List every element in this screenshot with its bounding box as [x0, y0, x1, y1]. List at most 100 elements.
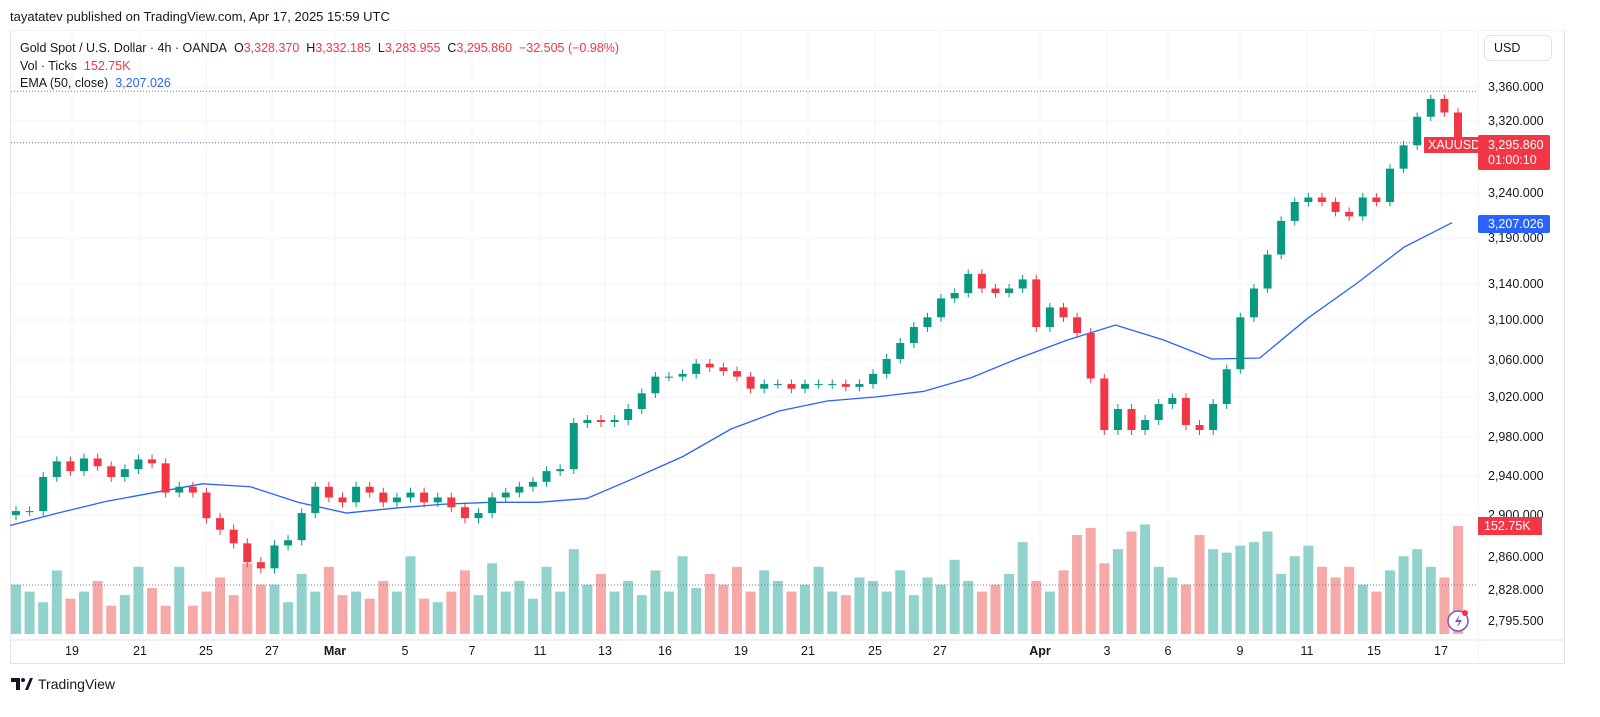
candle-body: [869, 373, 878, 385]
candle-body: [379, 492, 388, 503]
volume-bar: [378, 580, 389, 634]
volume-bar: [323, 566, 334, 634]
candle-body: [692, 363, 701, 374]
candle-body: [52, 461, 61, 477]
time-axis-label: 19: [65, 644, 79, 658]
candle-body: [1236, 317, 1245, 370]
volume-bar: [1180, 584, 1191, 634]
candle-body: [760, 384, 769, 389]
time-axis-label: 7: [469, 644, 476, 658]
candle-body: [93, 458, 102, 467]
candle-body: [25, 511, 34, 513]
tradingview-logo[interactable]: TradingView: [11, 676, 115, 692]
candle-body: [488, 497, 497, 514]
price-axis-label: 3,140.000: [1488, 277, 1544, 291]
tradingview-logo-icon: [11, 678, 33, 690]
close-value: 3,295.860: [456, 41, 513, 55]
volume-bar: [704, 573, 715, 634]
candle-body: [311, 486, 320, 514]
volume-bar: [1412, 549, 1423, 634]
volume-bar: [242, 563, 253, 634]
volume-bar: [269, 584, 280, 634]
candle-body: [1073, 317, 1082, 333]
volume-bar: [160, 605, 171, 634]
candle-body: [964, 273, 973, 293]
candle-body: [297, 513, 306, 541]
volume-bar: [772, 580, 783, 634]
time-axis-label: 11: [1301, 644, 1314, 658]
volume-bar: [1072, 535, 1083, 634]
volume-bar: [174, 566, 185, 634]
candle-body: [66, 461, 75, 472]
low-label: L: [377, 41, 385, 55]
volume-bar: [1126, 531, 1137, 634]
publisher-line: tayatatev published on TradingView.com, …: [10, 9, 390, 24]
symbol-legend-row[interactable]: Gold Spot / U.S. Dollar · 4h · OANDA O3,…: [20, 40, 619, 58]
volume-bar: [868, 580, 879, 634]
time-axis-label: 25: [199, 644, 213, 658]
candle-body: [950, 293, 959, 299]
candle-body: [855, 384, 864, 387]
volume-bar: [786, 591, 797, 634]
volume-bar: [106, 605, 117, 634]
volume-bar: [514, 580, 525, 634]
volume-legend-row[interactable]: Vol · Ticks 152.75K: [20, 58, 619, 76]
candle-body: [801, 384, 810, 389]
candle-body: [229, 529, 238, 544]
volume-bar: [800, 584, 811, 634]
candle-body: [1195, 425, 1204, 430]
volume-bar: [147, 588, 158, 634]
ema-price-value: 3,207.026: [1488, 217, 1544, 231]
volume-bar: [1235, 545, 1246, 634]
candle-body: [515, 486, 524, 493]
candle-body: [1127, 409, 1136, 430]
brand-name: TradingView: [38, 676, 116, 692]
volume-bar: [527, 598, 538, 634]
symbol-name[interactable]: Gold Spot / U.S. Dollar · 4h · OANDA: [20, 41, 228, 55]
currency-button[interactable]: USD: [1484, 35, 1552, 61]
volume-bar: [1099, 563, 1110, 634]
open-value: 3,328.370: [243, 41, 300, 55]
candle-body: [1413, 116, 1422, 146]
candle-body: [120, 469, 129, 477]
candle-body: [991, 288, 1000, 293]
symbol-tag-label: XAUUSD: [1428, 138, 1480, 152]
candle-body: [1426, 98, 1435, 117]
candle-body: [1141, 420, 1150, 430]
ema-price-tag: [1478, 215, 1550, 233]
candle-body: [773, 384, 782, 386]
candle-body: [365, 486, 374, 493]
price-axis-label: 3,020.000: [1488, 390, 1544, 404]
volume-bar: [1357, 584, 1368, 634]
volume-bar: [1085, 527, 1096, 634]
candle-body: [624, 409, 633, 420]
candle-body: [664, 376, 673, 378]
candle-body: [134, 459, 143, 470]
time-axis-label: 21: [133, 644, 147, 658]
volume-bar: [65, 598, 76, 634]
candle-body: [1317, 197, 1326, 202]
candle-body: [188, 486, 197, 493]
ema-value: 3,207.026: [115, 76, 171, 90]
volume-bar: [650, 570, 661, 634]
volume-bar: [1439, 577, 1450, 634]
candle-body: [474, 513, 483, 519]
candle-body: [828, 384, 837, 386]
price-axis-label: 2,828.000: [1488, 583, 1544, 597]
ema-legend-row[interactable]: EMA (50, close) 3,207.026: [20, 75, 619, 93]
volume-bar: [228, 595, 239, 634]
bar-countdown: 01:00:10: [1488, 153, 1537, 167]
volume-bar: [691, 588, 702, 634]
chart-pane[interactable]: [10, 30, 1565, 664]
volume-bar: [187, 605, 198, 634]
candle-body: [569, 423, 578, 470]
volume-bar: [582, 584, 593, 634]
volume-bar: [473, 595, 484, 634]
volume-bar: [11, 584, 21, 634]
candle-body: [284, 540, 293, 546]
candle-body: [12, 511, 20, 515]
volume-bar: [1330, 577, 1341, 634]
candle-body: [528, 481, 537, 487]
volume-bar: [895, 570, 906, 634]
